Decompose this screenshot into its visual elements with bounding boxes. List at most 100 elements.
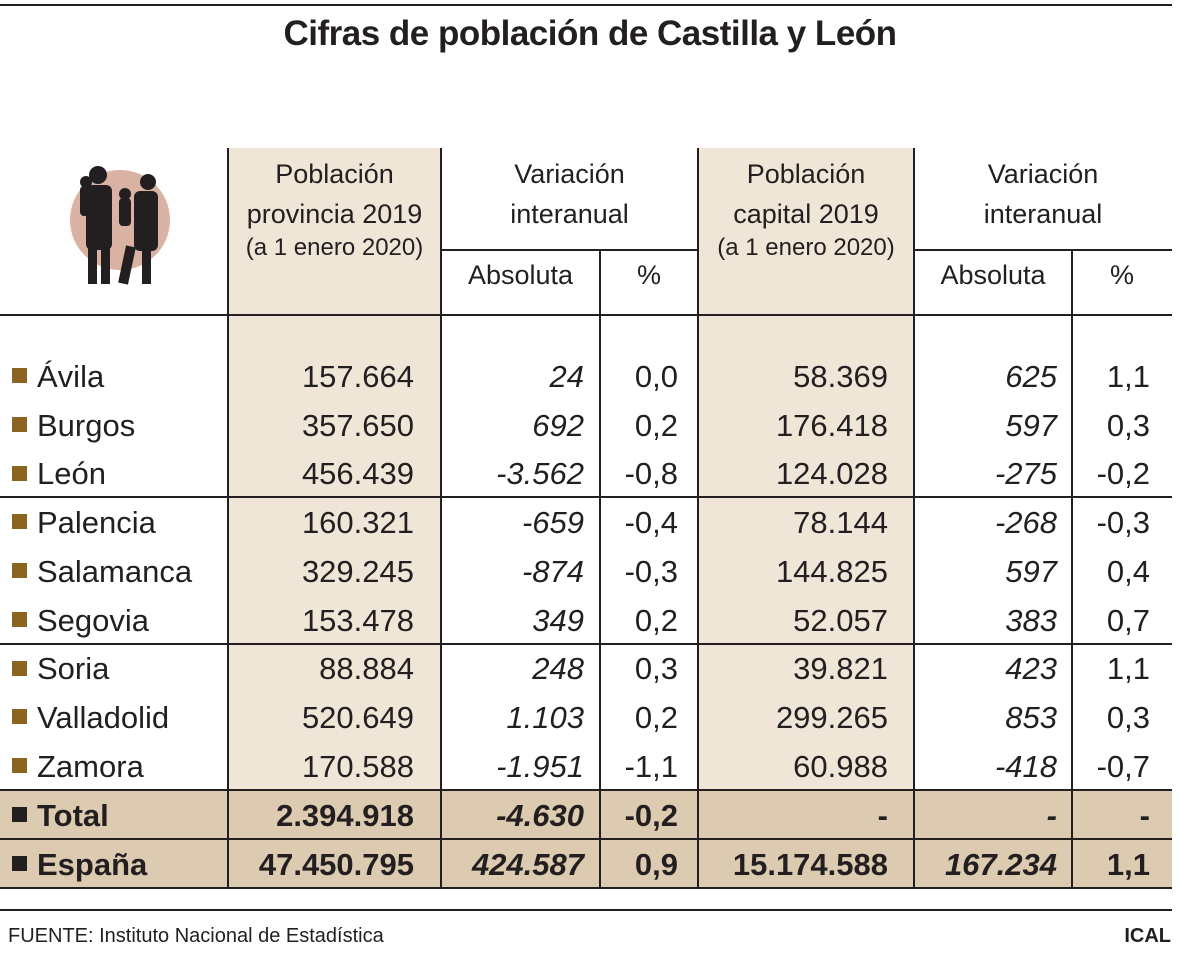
cell-cp: 124.028 [775,456,888,492]
subheader-pct: % [636,260,661,290]
cell-ppct: -0,4 [624,505,678,541]
row-label: Burgos [37,407,136,443]
table-row: España 47.450.795 424.587 0,9 15.174.588 167.… [0,838,1172,889]
cell-pa: -874 [521,553,584,589]
cell-cpct: 0,3 [1106,699,1150,735]
cell-cpct: - [1139,798,1150,833]
cell-pa: -4.630 [496,798,584,833]
cell-cpct: 0,4 [1106,553,1150,589]
shade-col-prov [228,148,441,789]
subheader-rule [914,249,1172,251]
cell-ca: - [1046,798,1057,833]
table-row: León 456.439 -3.562 -0,8 124.028 -275 -0,2 [0,449,1172,498]
row-name: Total [12,791,109,840]
cell-pp: 160.321 [301,505,414,541]
bullet-icon [12,757,27,773]
subheader-pct: % [1109,260,1134,290]
cell-cp: - [877,798,888,833]
row-name: España [12,840,147,889]
chart-title: Cifras de población de Castilla y León [283,14,897,53]
cell-pa: 1.103 [506,699,584,735]
cell-pp: 88.884 [319,651,414,687]
col-divider [913,148,915,888]
table-row: Burgos 357.650 692 0,2 176.418 597 0,3 [0,401,1172,450]
col-divider [697,148,699,888]
footer-rule [0,909,1172,911]
cell-ca: -418 [994,748,1057,784]
header-var-cap: Variación interanual [983,159,1103,229]
header-pop-cap: Población capital 2019 (a 1 enero 2020) [717,159,895,261]
cell-ca: 625 [1005,359,1057,394]
cell-ca: -268 [994,505,1057,541]
cell-pp: 329.245 [301,553,414,589]
row-name: Soria [12,644,109,693]
row-name: Zamora [12,742,144,791]
cell-pp: 2.394.918 [276,798,414,833]
row-label: León [37,456,106,492]
cell-pa: 24 [549,359,584,394]
table-row: Valladolid 520.649 1.103 0,2 299.265 853 0,3 [0,693,1172,742]
subheader-abs: Absoluta [940,260,1046,290]
row-name: Burgos [12,401,135,450]
row-label: Valladolid [37,699,170,735]
cell-cpct: 1,1 [1106,359,1150,394]
shade-col-cap [698,148,914,789]
row-name: Segovia [12,596,149,645]
cell-cp: 299.265 [775,699,888,735]
subheader-rule [441,249,698,251]
table-row: Segovia 153.478 349 0,2 52.057 383 0,7 [0,596,1172,645]
cell-pa: -3.562 [496,456,584,492]
cell-cpct: 0,3 [1106,407,1150,443]
cell-ppct: 0,2 [634,407,678,443]
cell-pp: 157.664 [301,359,414,394]
cell-ppct: 0,2 [634,699,678,735]
header-var-prov: Variación interanual [510,159,629,229]
bullet-icon [12,465,27,481]
bullet-icon [12,856,27,872]
row-label: Ávila [37,359,105,394]
cell-ppct: -0,2 [624,798,678,833]
cell-ca: 423 [1005,651,1057,687]
cell-cpct: 0,7 [1106,602,1150,638]
header-rule [0,314,1172,316]
cell-pp: 153.478 [301,602,414,638]
row-label: Soria [37,651,110,687]
group-rule [0,496,1172,498]
bullet-icon [12,368,27,384]
people-silhouette-icon [70,166,170,285]
cell-ppct: 0,2 [634,602,678,638]
cell-ppct: -0,3 [624,553,678,589]
group-rule [0,643,1172,645]
table-row: Palencia 160.321 -659 -0,4 78.144 -268 -0,3 [0,498,1172,547]
cell-cpct: -0,7 [1096,748,1150,784]
cell-ca: -275 [994,456,1057,492]
cell-ca: 853 [1005,699,1057,735]
row-name: Salamanca [12,547,192,596]
cell-cp: 60.988 [793,748,888,784]
row-label: Total [37,798,109,833]
table-bottom-rule [0,887,1172,889]
bullet-icon [12,417,27,432]
cell-pp: 47.450.795 [258,847,414,882]
cell-ppct: 0,3 [634,651,678,687]
bullet-icon [12,807,27,823]
cell-cpct: -0,3 [1096,505,1150,541]
top-rule [0,4,1172,6]
cell-ppct: -1,1 [624,748,678,784]
bullet-icon [12,709,27,725]
row-name: Valladolid [12,693,169,742]
cell-pp: 357.650 [301,407,414,443]
cell-cp: 52.057 [793,602,888,638]
col-divider [227,148,229,888]
bullet-icon [12,514,27,530]
table-row: Ávila 157.664 24 0,0 58.369 625 1,1 [0,352,1172,401]
header-pop-prov: Población provincia 2019 (a 1 enero 2020) [245,159,424,261]
cell-pa: 349 [532,602,584,638]
row-label: Palencia [37,505,156,541]
cell-pa: 424.587 [471,847,584,882]
bullet-icon [12,611,27,627]
row-name: Palencia [12,498,156,547]
cell-cp: 58.369 [793,359,888,394]
col-divider [440,148,442,888]
